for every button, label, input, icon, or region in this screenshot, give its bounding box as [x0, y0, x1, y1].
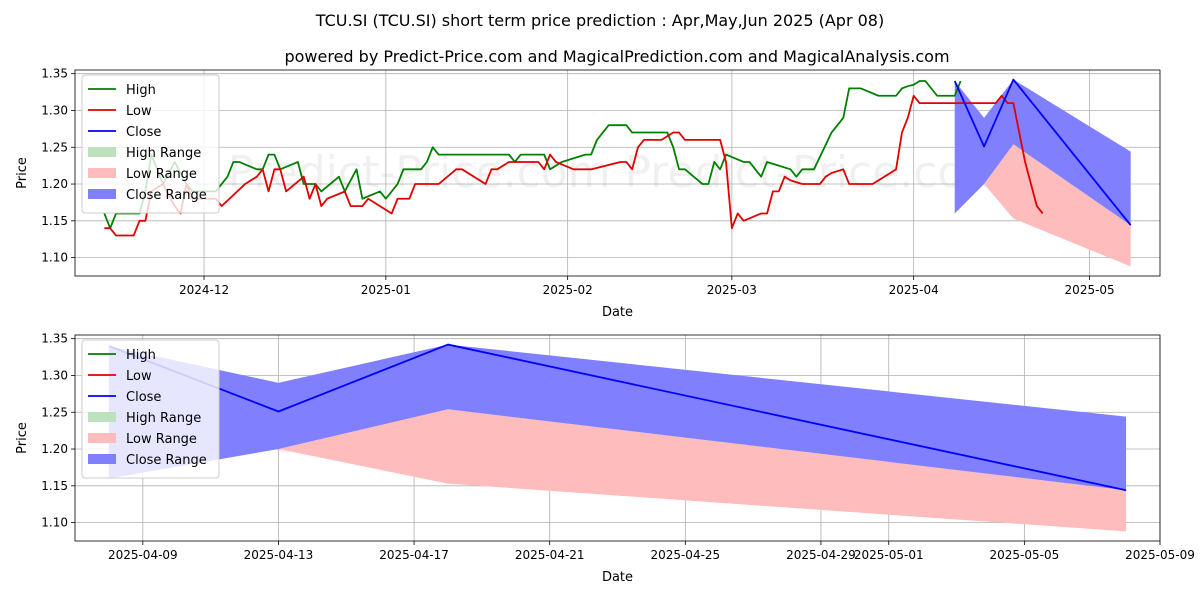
legend-entry-low: Low: [126, 369, 152, 384]
legend-entry-close-range: Close Range: [126, 188, 207, 203]
legend-entry-low-range: Low Range: [126, 432, 197, 447]
y-tick-label: 1.35: [41, 67, 68, 81]
legend-entry-close-range: Close Range: [126, 453, 207, 468]
chart-subtitle: powered by Predict-Price.com and Magical…: [284, 47, 949, 66]
legend: High Low Close High Range Low Range Close Ran…: [82, 340, 219, 478]
x-tick-label: 2025-05-09: [1125, 548, 1195, 562]
legend-swatch: [88, 433, 116, 443]
legend-swatch: [88, 168, 116, 178]
top-chart-panel: Predict-Price.com Predict-Price.com2024-…: [15, 67, 1160, 320]
y-tick-label: 1.25: [41, 140, 68, 154]
x-tick-label: 2025-05: [1065, 283, 1115, 297]
x-tick-label: 2025-04-13: [244, 548, 314, 562]
x-tick-label: 2025-04-09: [108, 548, 178, 562]
x-tick-label: 2025-04-17: [379, 548, 449, 562]
y-axis-label: Price: [15, 422, 30, 454]
y-tick-label: 1.30: [41, 103, 68, 117]
legend-entry-close: Close: [126, 125, 161, 140]
x-tick-label: 2025-02: [543, 283, 593, 297]
x-tick-label: 2025-03: [707, 283, 757, 297]
legend-entry-low: Low: [126, 104, 152, 119]
legend-swatch: [88, 189, 116, 199]
x-axis-label: Date: [602, 305, 633, 320]
y-axis-label: Price: [15, 157, 30, 189]
y-tick-label: 1.10: [41, 516, 68, 530]
legend: High Low Close High Range Low Range Close Ran…: [82, 75, 219, 213]
x-axis-label: Date: [602, 570, 633, 585]
y-tick-label: 1.15: [41, 479, 68, 493]
x-tick-label: 2025-04-29: [786, 548, 856, 562]
x-tick-label: 2025-04-21: [515, 548, 585, 562]
legend-swatch: [88, 454, 116, 464]
x-tick-label: 2025-04: [889, 283, 939, 297]
chart-title: TCU.SI (TCU.SI) short term price predict…: [315, 11, 884, 30]
legend-entry-high: High: [126, 348, 156, 363]
y-tick-label: 1.20: [41, 442, 68, 456]
legend-swatch: [88, 147, 116, 157]
y-tick-label: 1.15: [41, 214, 68, 228]
legend-entry-low-range: Low Range: [126, 167, 197, 182]
legend-entry-high: High: [126, 83, 156, 98]
x-tick-label: 2025-05-05: [990, 548, 1060, 562]
legend-entry-high-range: High Range: [126, 146, 201, 161]
x-tick-label: 2025-05-01: [854, 548, 924, 562]
legend-swatch: [88, 412, 116, 422]
x-tick-label: 2024-12: [179, 283, 229, 297]
x-tick-label: 2025-01: [361, 283, 411, 297]
y-tick-label: 1.25: [41, 405, 68, 419]
y-tick-label: 1.35: [41, 332, 68, 346]
legend-entry-close: Close: [126, 390, 161, 405]
y-tick-label: 1.20: [41, 177, 68, 191]
x-tick-label: 2025-04-25: [650, 548, 720, 562]
y-tick-label: 1.10: [41, 251, 68, 265]
legend-entry-high-range: High Range: [126, 411, 201, 426]
bottom-chart-panel: Predict-Price.com Predict-Price.com2025-…: [15, 332, 1195, 585]
y-tick-label: 1.30: [41, 368, 68, 382]
